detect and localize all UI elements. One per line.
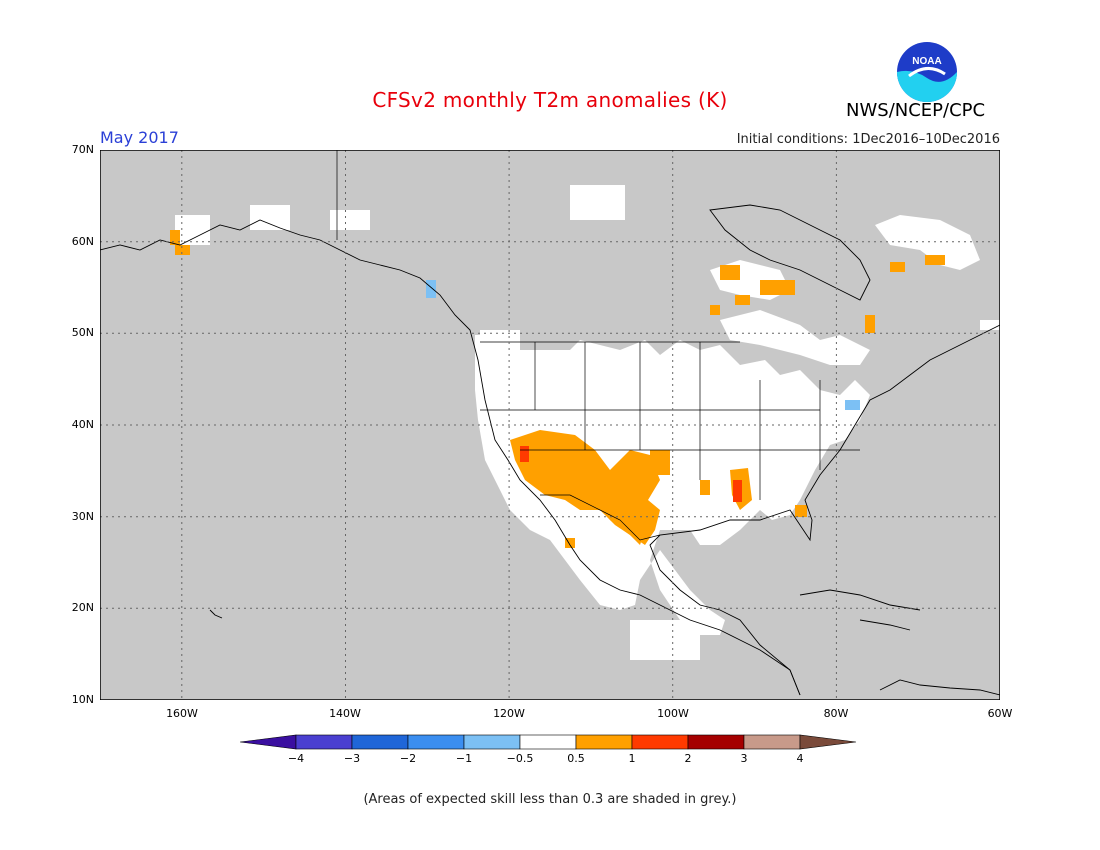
- lon-label: 80W: [823, 707, 849, 720]
- lon-label: 140W: [329, 707, 361, 720]
- chart-title: CFSv2 monthly T2m anomalies (K): [372, 88, 728, 112]
- legend-tick-label: −4: [287, 752, 305, 765]
- lat-label: 70N: [71, 143, 94, 156]
- coastlines: [100, 204, 1000, 696]
- political-borders: [336, 150, 860, 541]
- legend-tick-label: 1: [628, 752, 636, 765]
- lat-label: 50N: [71, 326, 94, 339]
- legend-swatch: [407, 734, 465, 750]
- agency-label: NWS/NCEP/CPC: [846, 100, 986, 121]
- legend-swatch: [351, 734, 409, 750]
- skill-footnote: (Areas of expected skill less than 0.3 a…: [363, 792, 737, 807]
- legend-swatch: [687, 734, 745, 750]
- lat-label: 60N: [71, 235, 94, 248]
- lat-label: 10N: [71, 693, 94, 706]
- legend-swatch: [575, 734, 633, 750]
- legend-tick-label: −2: [399, 752, 417, 765]
- lat-lon-grid: [100, 150, 1000, 700]
- lon-label: 160W: [166, 707, 198, 720]
- legend-tick-label: −0.5: [506, 752, 534, 765]
- lat-label: 30N: [71, 510, 94, 523]
- legend-swatch: [799, 734, 857, 750]
- noaa-logo: NOAA: [897, 42, 957, 102]
- cool-anomaly-areas: [426, 280, 860, 410]
- forecast-period: May 2017: [100, 128, 179, 147]
- legend-tick-label: 2: [684, 752, 692, 765]
- legend-swatch: [295, 734, 353, 750]
- strong-warm-anomaly-areas: [520, 446, 742, 502]
- lon-label: 60W: [987, 707, 1013, 720]
- legend-tick-label: −1: [455, 752, 473, 765]
- legend-tick-label: 0.5: [567, 752, 585, 765]
- legend-swatch: [743, 734, 801, 750]
- color-legend: [240, 734, 857, 750]
- initial-conditions: Initial conditions: 1Dec2016–10Dec2016: [736, 132, 1000, 147]
- legend-swatch: [519, 734, 577, 750]
- lat-label: 40N: [71, 418, 94, 431]
- legend-swatch: [631, 734, 689, 750]
- legend-tick-label: −3: [343, 752, 361, 765]
- lon-label: 100W: [657, 707, 689, 720]
- legend-swatch: [463, 734, 521, 750]
- lon-label: 120W: [493, 707, 525, 720]
- legend-swatch: [240, 734, 297, 750]
- legend-tick-label: 4: [796, 752, 804, 765]
- legend-tick-label: 3: [740, 752, 748, 765]
- noaa-logo-text: NOAA: [912, 56, 941, 67]
- lat-label: 20N: [71, 601, 94, 614]
- anomaly-map: [100, 150, 1000, 700]
